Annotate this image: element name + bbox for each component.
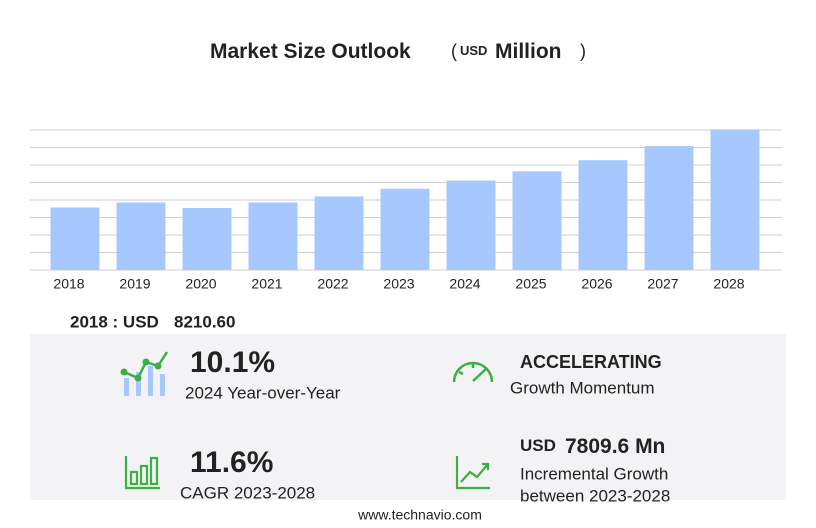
bar [578, 160, 628, 270]
stat-label: between 2023-2028 [520, 486, 670, 505]
stat-currency: USD [520, 436, 556, 455]
stat-value: 11.6% [190, 446, 273, 479]
x-tick-label: 2025 [515, 276, 546, 292]
stat-value: ACCELERATING [520, 352, 662, 372]
chart-title: Market Size Outlook ( USD Million ) [210, 40, 586, 63]
base-value: 8210.60 [174, 312, 235, 331]
bar [248, 202, 298, 270]
title-main: Market Size Outlook [210, 40, 411, 63]
stats-panel [30, 334, 786, 500]
bar [116, 202, 166, 270]
stat-label: Growth Momentum [510, 378, 655, 397]
bar [446, 180, 496, 270]
stat-amount: 7809.6 Mn [565, 435, 665, 458]
x-tick-label: 2018 [53, 276, 84, 292]
gauge-icon [452, 361, 494, 383]
bar [380, 188, 430, 270]
base-label: 2018 : USD [70, 312, 159, 331]
x-tick-label: 2024 [449, 276, 480, 292]
x-tick-label: 2020 [185, 276, 216, 292]
stat-value: 10.1% [190, 346, 275, 379]
title-paren: ( [451, 41, 457, 61]
x-tick-label: 2019 [119, 276, 150, 292]
bar [50, 207, 100, 270]
cagr-icon [124, 456, 160, 490]
bar [710, 129, 760, 270]
x-tick-label: 2026 [581, 276, 612, 292]
bar [314, 196, 364, 270]
x-tick-label: 2022 [317, 276, 348, 292]
x-tick-label: 2021 [251, 276, 282, 292]
footer: www.technavio.com [357, 507, 482, 523]
title-unit: Million [495, 40, 562, 63]
stat-value: USD 7809.6 Mn [520, 435, 665, 458]
bar [182, 207, 232, 270]
x-tick-label: 2023 [383, 276, 414, 292]
stat-label: CAGR 2023-2028 [180, 483, 315, 502]
title-currency: USD [460, 43, 487, 58]
bar [512, 171, 562, 270]
stat-label: 2024 Year-over-Year [185, 383, 341, 402]
stat-label: Incremental Growth [520, 464, 668, 483]
x-tick-label: 2027 [647, 276, 678, 292]
plot: 2018 2019 2020 2021 2022 2023 2024 2025 2026 2027… [30, 129, 782, 292]
increment-icon [455, 456, 490, 490]
x-tick-label: 2028 [713, 276, 744, 292]
bar [644, 146, 694, 270]
yoy-icon [120, 351, 169, 396]
title-paren: ) [580, 41, 586, 61]
